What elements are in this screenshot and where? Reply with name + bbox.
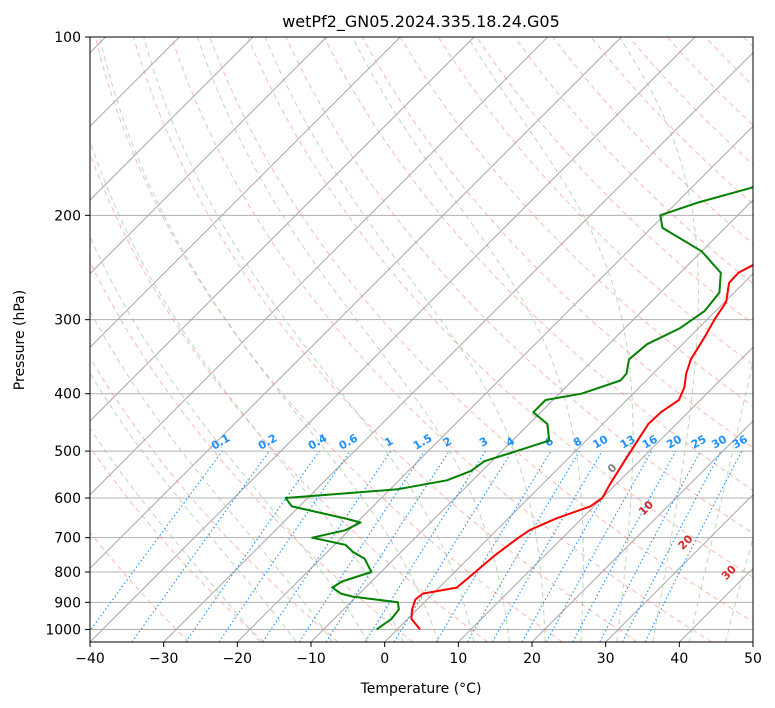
y-tick-label: 600 (54, 491, 81, 507)
x-tick-label: 30 (597, 651, 615, 667)
y-tick-label: 100 (54, 30, 81, 46)
moist-adiabat (619, 37, 699, 642)
dry-adiabat (90, 531, 190, 642)
mixing-ratio-line (644, 450, 743, 642)
moist-adiabat (143, 37, 475, 642)
dry-adiabat (361, 37, 753, 449)
dewpoint-profile-line (284, 185, 753, 631)
mixing-ratio-line (325, 450, 450, 642)
y-tick-label: 900 (54, 595, 81, 611)
dry-adiabat (247, 37, 753, 578)
mixing-ratio-line (218, 450, 351, 642)
y-axis: 100 200 300 400 500 600 700 800 900 1000 (45, 30, 90, 638)
temperature-profile-line (410, 263, 753, 631)
x-tick-label: 40 (670, 651, 688, 667)
isotherm-line (90, 37, 696, 642)
moist-adiabat (90, 427, 261, 642)
skewed-isotherms (90, 37, 753, 642)
mixing-ratio-lines (90, 450, 743, 642)
isotherm-line (90, 37, 401, 349)
dry-adiabat (90, 446, 264, 642)
plot-frame (89, 36, 754, 643)
mixing-ratio-line (262, 450, 392, 642)
mixing-ratio-line (298, 450, 425, 642)
moist-adiabat (99, 37, 439, 642)
mixing-ratio-line (90, 450, 223, 632)
x-tick-label: 0 (380, 651, 389, 667)
dry-adiabat (171, 37, 712, 642)
dry-adiabats (90, 37, 753, 642)
chart-title: wetPf2_GN05.2024.335.18.24.G05 (282, 12, 560, 32)
dry-adiabat (209, 37, 753, 623)
profile-series (284, 185, 753, 631)
mixing-ratio-line (572, 450, 677, 642)
isotherm-line (90, 37, 622, 570)
y-tick-label: 400 (54, 387, 81, 403)
x-tick-label: −20 (223, 651, 253, 667)
dry-adiabat (132, 37, 638, 642)
moist-adiabat (90, 235, 369, 642)
dry-adiabat (514, 37, 753, 285)
isotherm-line (236, 125, 753, 642)
mixing-ratio-line (545, 450, 653, 642)
y-tick-label: 700 (54, 531, 81, 547)
dry-adiabat (90, 152, 488, 642)
x-tick-label: −10 (296, 651, 326, 667)
x-tick-label: −30 (149, 651, 179, 667)
isotherm-line (384, 272, 753, 642)
moist-adiabat (90, 372, 297, 642)
x-tick-label: 10 (449, 651, 467, 667)
isotherm-line (90, 37, 254, 201)
dry-adiabat (94, 37, 563, 642)
x-axis-label: Temperature (°C) (360, 681, 482, 697)
mixing-ratio-line (393, 450, 513, 642)
dry-adiabat (90, 260, 414, 642)
isotherm-line (163, 51, 753, 642)
y-tick-label: 200 (54, 208, 81, 224)
y-axis-label: Pressure (hPa) (12, 290, 28, 390)
moist-adiabat (351, 37, 584, 642)
x-tick-label: 50 (744, 651, 762, 667)
y-tick-label: 500 (54, 444, 81, 460)
y-tick-label: 1000 (45, 622, 81, 638)
mixing-ratio-line (131, 450, 270, 642)
isotherm-line (605, 493, 753, 642)
x-tick-label: 20 (523, 651, 541, 667)
x-tick-label: −40 (75, 651, 105, 667)
isotherm-line (90, 37, 328, 275)
dry-adiabat (90, 356, 339, 642)
isotherm-line (457, 346, 753, 642)
y-tick-label: 800 (54, 565, 81, 581)
moist-adiabat (264, 37, 546, 642)
isotherm-line (90, 37, 475, 422)
dry-adiabat (399, 37, 753, 407)
isotherm-line (90, 37, 549, 496)
mixing-ratio-line (185, 450, 320, 642)
x-axis: −40 −30 −20 −10 0 10 20 30 40 50 (75, 642, 762, 667)
y-tick-label: 300 (54, 313, 81, 329)
pressure-grid (90, 37, 753, 630)
isotherm-line (531, 420, 753, 642)
